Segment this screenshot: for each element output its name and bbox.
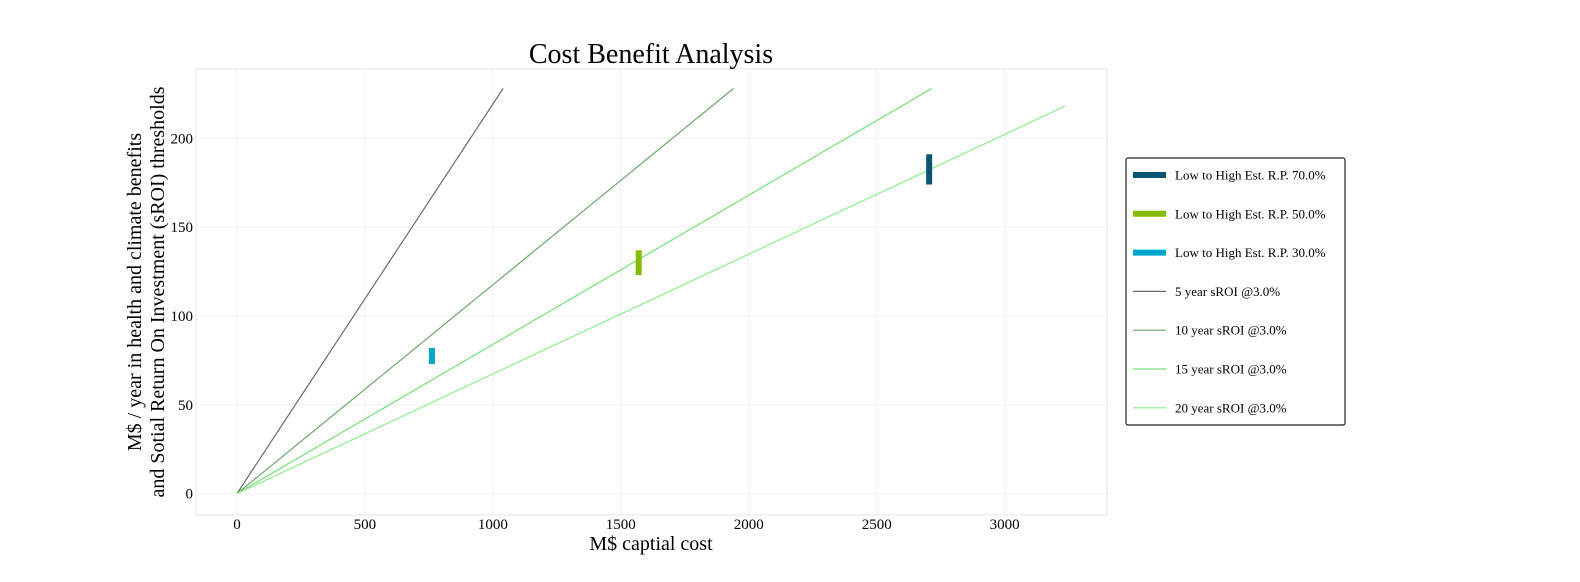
plot-area [195, 68, 1108, 516]
legend-label: Low to High Est. R.P. 30.0% [1175, 245, 1326, 260]
y-tick-label: 100 [171, 309, 194, 325]
x-tick-label: 1000 [478, 517, 508, 533]
x-axis-label: M$ captial cost [589, 533, 713, 555]
legend: Low to High Est. R.P. 70.0% Low to High E… [1125, 157, 1346, 426]
grid [196, 69, 1107, 515]
legend-label: Low to High Est. R.P. 70.0% [1175, 168, 1326, 183]
y-tick-label: 200 [171, 131, 194, 147]
x-tick-labels: 0 500 1000 1500 2000 2500 3000 [233, 517, 1019, 533]
sroi-line [236, 88, 734, 495]
legend-box [1125, 157, 1346, 426]
x-tick-label: 2500 [862, 517, 892, 533]
chart-title: Cost Benefit Analysis [529, 39, 773, 70]
estimate-ranges [428, 154, 933, 364]
y-axis-label-line-1: M$ / year in health and climate benefits [124, 133, 146, 451]
legend-label: 20 year sROI @3.0% [1175, 400, 1287, 415]
x-tick-label: 1500 [606, 517, 636, 533]
legend-label: 10 year sROI @3.0% [1175, 323, 1287, 338]
legend-label: 5 year sROI @3.0% [1175, 284, 1280, 299]
sroi-lines [236, 87, 1066, 495]
x-tick-label: 2000 [734, 517, 764, 533]
legend-label: 15 year sROI @3.0% [1175, 362, 1287, 377]
x-tick-label: 500 [354, 517, 377, 533]
sroi-line [236, 87, 933, 495]
x-tick-label: 0 [233, 517, 241, 533]
y-tick-label: 150 [171, 220, 194, 236]
y-tick-labels: 0 50 100 150 200 [171, 131, 194, 502]
y-tick-label: 50 [178, 398, 193, 414]
y-tick-label: 0 [186, 487, 194, 503]
sroi-line [236, 88, 504, 495]
x-tick-label: 3000 [990, 517, 1020, 533]
legend-label: Low to High Est. R.P. 50.0% [1175, 206, 1326, 221]
y-axis-label-line-2: and Sotial Return On Investment (sROI) t… [147, 86, 169, 497]
